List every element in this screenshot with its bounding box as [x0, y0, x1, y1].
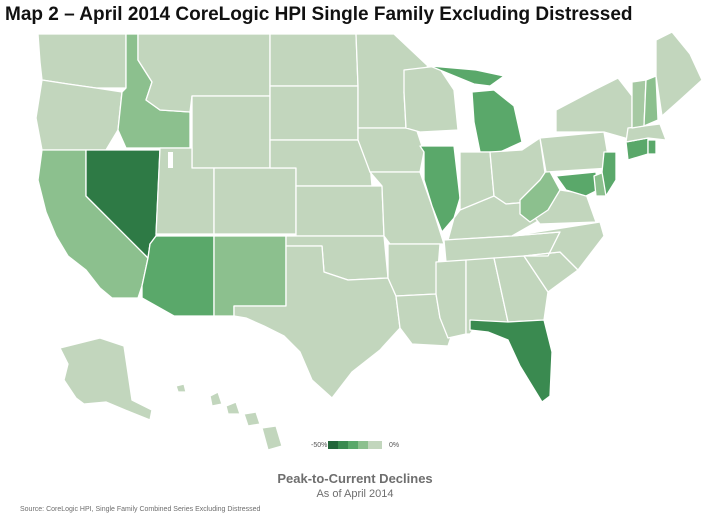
states-layer	[35, 31, 703, 451]
state-co	[213, 167, 297, 235]
state-ks	[295, 185, 385, 237]
state-nh	[643, 75, 659, 127]
legend-max-label: 0%	[389, 442, 399, 449]
legend-swatch-1	[328, 441, 338, 449]
state-fl	[469, 319, 553, 403]
state-wa	[37, 33, 127, 89]
legend-min-label: -50%	[311, 442, 327, 449]
state-wi	[403, 65, 459, 133]
state-ak-isl	[175, 383, 187, 393]
state-or	[35, 79, 123, 151]
state-nc	[511, 221, 605, 271]
state-wv	[519, 167, 561, 223]
state-il	[419, 145, 461, 233]
legend-title: Peak-to-Current Declines	[277, 471, 433, 486]
map-title: Map 2 – April 2014 CoreLogic HPI Single …	[5, 4, 633, 25]
state-ak	[59, 337, 153, 421]
state-nj	[601, 151, 617, 197]
state-tx	[233, 245, 401, 399]
state-ma	[625, 123, 667, 143]
state-az	[141, 235, 215, 317]
state-nm	[213, 235, 287, 317]
state-ri	[647, 139, 657, 155]
state-sd	[269, 85, 359, 141]
legend-swatch-2	[338, 441, 348, 449]
legend: -50% 0%	[311, 441, 399, 449]
legend-swatch-4	[358, 441, 368, 449]
lake-shape	[168, 152, 173, 168]
state-wy	[191, 95, 271, 169]
state-md	[555, 171, 599, 197]
state-ar	[387, 243, 441, 297]
state-pa	[539, 131, 611, 173]
legend-subtitle: As of April 2014	[316, 488, 394, 500]
state-me	[655, 31, 703, 117]
state-mi	[429, 65, 523, 153]
state-nd	[269, 33, 359, 87]
state-ia	[357, 127, 425, 173]
source-note: Source: CoreLogic HPI, Single Family Com…	[20, 506, 261, 513]
state-ny	[555, 77, 633, 141]
state-hi	[209, 391, 283, 451]
legend-swatch-5	[368, 441, 382, 449]
legend-swatch-3	[348, 441, 358, 449]
